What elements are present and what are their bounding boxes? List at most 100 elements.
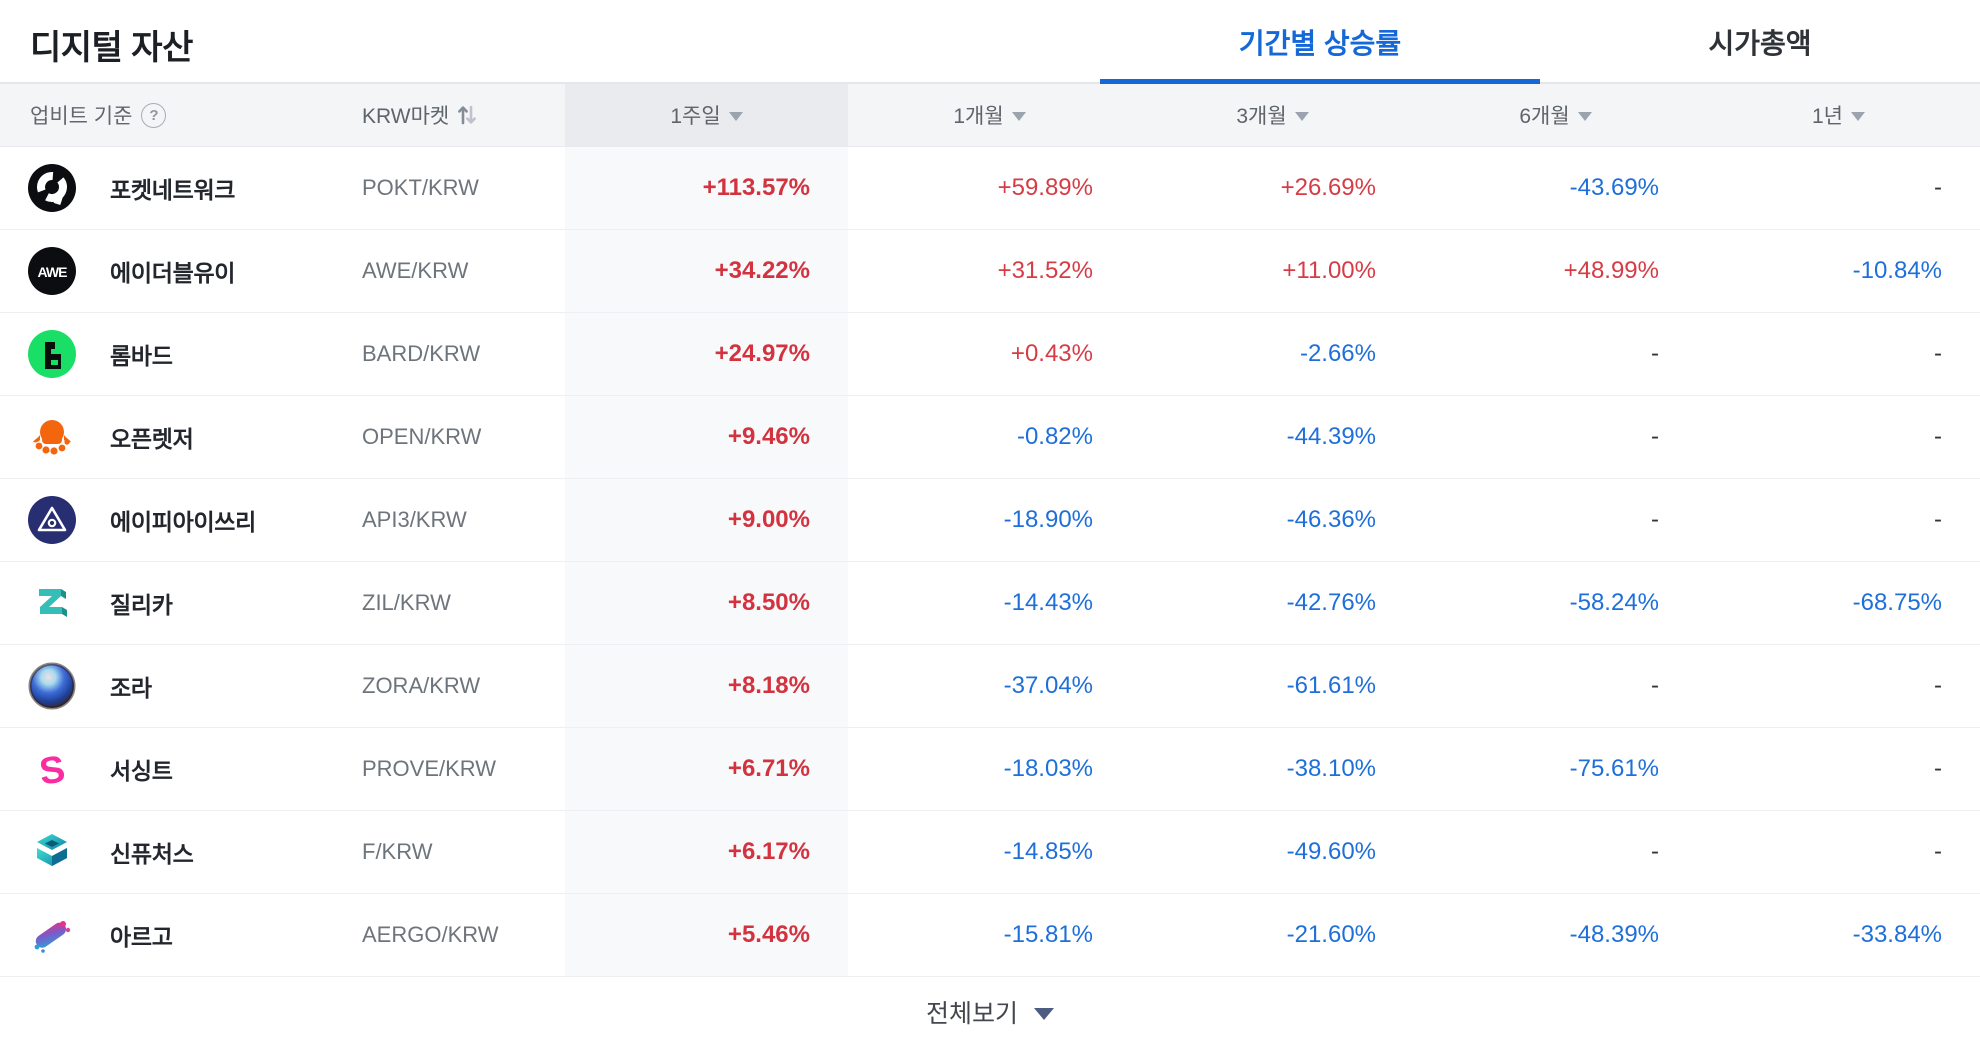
change-1week: +113.57% (565, 147, 848, 229)
tab-market-cap[interactable]: 시가총액 (1540, 0, 1980, 84)
table-header-row: 업비트 기준 ? KRW마켓 1주일 1개월 3개월 (0, 84, 1980, 146)
pokt-logo-icon (28, 164, 76, 212)
change-3month: -21.60% (1286, 921, 1376, 948)
open-logo-icon (28, 413, 76, 461)
column-header-1year[interactable]: 1년 (1697, 84, 1980, 146)
change-1month: -18.03% (1003, 755, 1093, 782)
change-6month: - (1651, 506, 1659, 533)
chevron-down-icon (1034, 1008, 1054, 1020)
asset-name: 조라 (110, 675, 152, 701)
zil-logo-icon (28, 579, 76, 627)
show-all-button[interactable]: 전체보기 (0, 977, 1980, 1046)
column-header-label: 1년 (1812, 105, 1843, 128)
change-1year: - (1934, 340, 1942, 367)
asset-cell: 조라 ZORA/KRW (0, 645, 565, 727)
change-1year: -10.84% (1852, 257, 1942, 284)
change-6month: - (1651, 672, 1659, 699)
table-row[interactable]: 롬바드 BARD/KRW +24.97% +0.43% -2.66% - - (0, 313, 1980, 396)
change-1month: +59.89% (997, 174, 1093, 201)
change-1year: - (1934, 838, 1942, 865)
change-3month: -49.60% (1286, 838, 1376, 865)
column-header-label: 1주일 (670, 105, 721, 128)
show-all-label: 전체보기 (925, 1000, 1018, 1028)
table-row[interactable]: AWE 에이더블유이 AWE/KRW +34.22% +31.52% +11.0… (0, 230, 1980, 313)
change-1year: - (1934, 755, 1942, 782)
asset-name: 신퓨처스 (110, 841, 194, 867)
asset-pair: AERGO/KRW (362, 922, 499, 947)
change-3month: -61.61% (1286, 672, 1376, 699)
asset-name: 롬바드 (110, 343, 173, 369)
change-6month: +48.99% (1563, 257, 1659, 284)
asset-cell: 신퓨처스 F/KRW (0, 811, 565, 893)
change-1week: +9.00% (565, 479, 848, 561)
asset-cell: 에이피아이쓰리 API3/KRW (0, 479, 565, 561)
change-1week: +5.46% (565, 894, 848, 976)
asset-pair: ZIL/KRW (362, 590, 451, 615)
asset-cell: 오픈렛저 OPEN/KRW (0, 396, 565, 478)
asset-name: 포켓네트워크 (110, 177, 236, 203)
change-6month: - (1651, 340, 1659, 367)
asset-cell: AWE 에이더블유이 AWE/KRW (0, 230, 565, 312)
f-logo-icon (28, 828, 76, 876)
question-circle-icon[interactable]: ? (141, 102, 167, 128)
change-1month: -14.43% (1003, 589, 1093, 616)
asset-name: 오픈렛저 (110, 426, 194, 452)
table-row[interactable]: 에이피아이쓰리 API3/KRW +9.00% -18.90% -46.36% … (0, 479, 1980, 562)
market-sort-control[interactable]: KRW마켓 (362, 100, 478, 130)
sort-arrow-icon (1011, 112, 1026, 121)
table-row[interactable]: 오픈렛저 OPEN/KRW +9.46% -0.82% -44.39% - - (0, 396, 1980, 479)
api3-logo-icon (28, 496, 76, 544)
table-row[interactable]: 아르고 AERGO/KRW +5.46% -15.81% -21.60% -48… (0, 894, 1980, 977)
change-1week: +24.97% (565, 313, 848, 395)
change-1week: +34.22% (565, 230, 848, 312)
awe-logo-icon: AWE (28, 247, 76, 295)
change-6month: -75.61% (1569, 755, 1659, 782)
market-label: KRW마켓 (362, 105, 450, 128)
table-row[interactable]: 조라 ZORA/KRW +8.18% -37.04% -61.61% - - (0, 645, 1980, 728)
sort-arrow-icon (728, 112, 743, 121)
column-header-1month[interactable]: 1개월 (848, 84, 1131, 146)
change-3month: +26.69% (1280, 174, 1376, 201)
change-1year: - (1934, 423, 1942, 450)
table-row[interactable]: 포켓네트워크 POKT/KRW +113.57% +59.89% +26.69%… (0, 147, 1980, 230)
table-row[interactable]: 질리카 ZIL/KRW +8.50% -14.43% -42.76% -58.2… (0, 562, 1980, 645)
change-1week: +6.71% (565, 728, 848, 810)
change-1year: - (1934, 506, 1942, 533)
change-1week: +8.50% (565, 562, 848, 644)
asset-pair: PROVE/KRW (362, 756, 497, 781)
asset-name: 서싱트 (110, 758, 173, 784)
asset-name: 질리카 (110, 592, 173, 618)
column-header-6month[interactable]: 6개월 (1414, 84, 1697, 146)
source-label-wrap: 업비트 기준 ? (30, 100, 167, 130)
change-1week: +8.18% (565, 645, 848, 727)
column-header-1week[interactable]: 1주일 (565, 84, 848, 146)
asset-cell: 아르고 AERGO/KRW (0, 894, 565, 976)
asset-rows: 포켓네트워크 POKT/KRW +113.57% +59.89% +26.69%… (0, 146, 1980, 977)
page-title: 디지털 자산 (30, 29, 193, 67)
change-1year: - (1934, 174, 1942, 201)
asset-pair: POKT/KRW (362, 175, 479, 200)
change-1week: +9.46% (565, 396, 848, 478)
change-6month: -58.24% (1569, 589, 1659, 616)
asset-pair: F/KRW (362, 839, 433, 864)
table-row[interactable]: S 서싱트 PROVE/KRW +6.71% -18.03% -38.10% -… (0, 728, 1980, 811)
tab-period-change[interactable]: 기간별 상승률 (1100, 0, 1540, 84)
change-1month: -18.90% (1003, 506, 1093, 533)
column-header-label: 1개월 (953, 105, 1004, 128)
asset-name: 아르고 (110, 924, 173, 950)
source-label: 업비트 기준 (30, 105, 133, 128)
change-1week: +6.17% (565, 811, 848, 893)
aergo-logo-icon (28, 911, 76, 959)
asset-column-header: 업비트 기준 ? KRW마켓 (0, 84, 565, 146)
change-1month: -37.04% (1003, 672, 1093, 699)
asset-name: 에이더블유이 (110, 260, 236, 286)
change-3month: -38.10% (1286, 755, 1376, 782)
column-header-3month[interactable]: 3개월 (1131, 84, 1414, 146)
table-row[interactable]: 신퓨처스 F/KRW +6.17% -14.85% -49.60% - - (0, 811, 1980, 894)
tab-bar: 기간별 상승률 시가총액 (1100, 0, 1980, 84)
tab-label: 기간별 상승률 (1238, 28, 1402, 59)
change-6month: -48.39% (1569, 921, 1659, 948)
change-1month: -0.82% (1016, 423, 1093, 450)
bard-logo-icon (28, 330, 76, 378)
